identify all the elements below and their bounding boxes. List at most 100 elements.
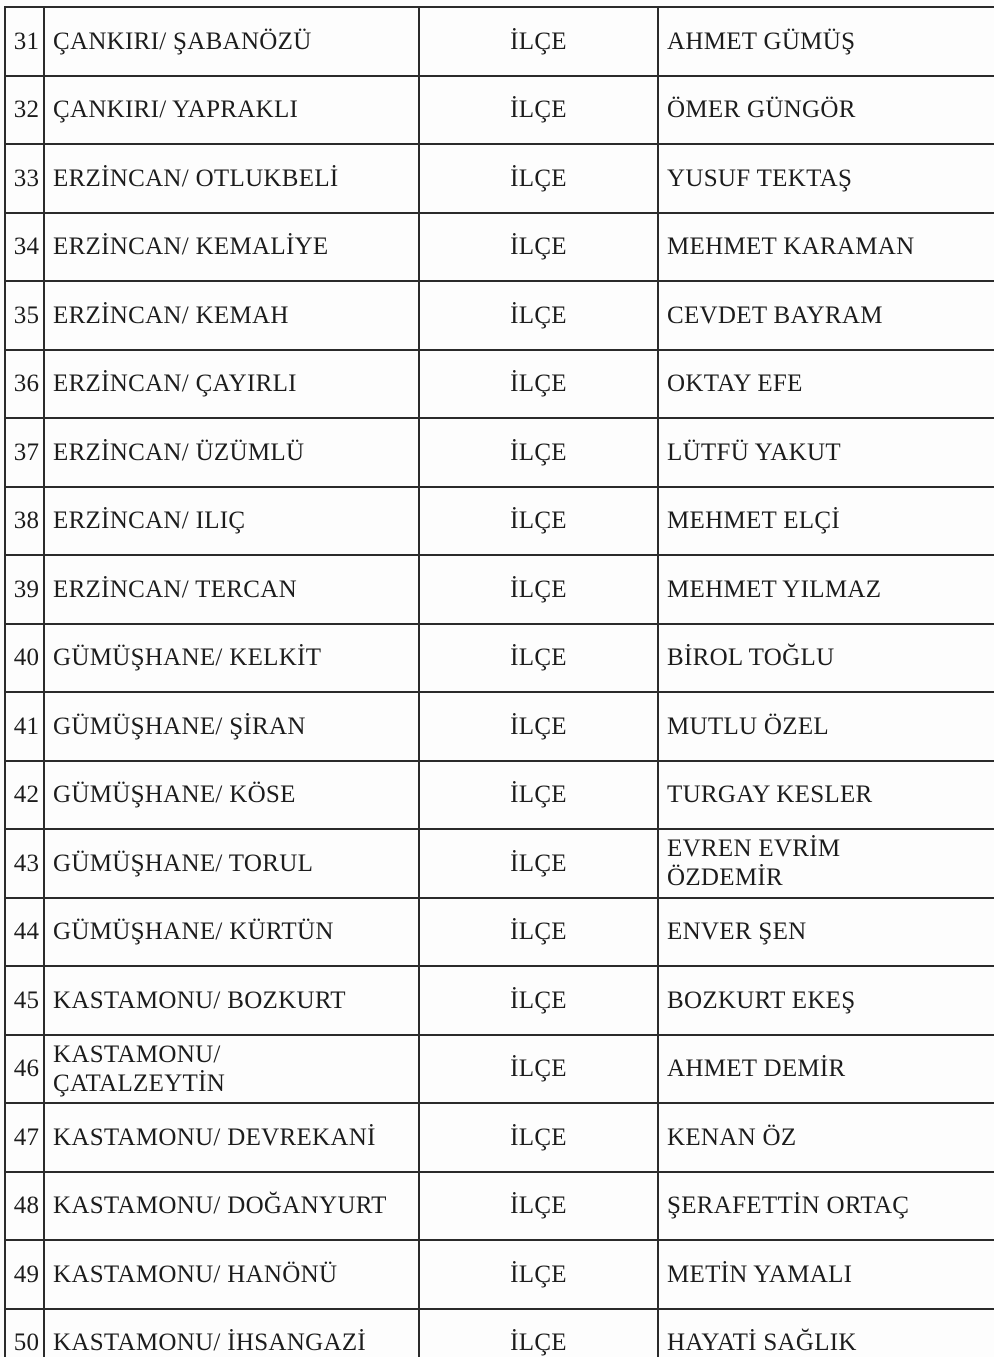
unit-type-cell: İLÇE: [418, 965, 659, 1036]
row-number-cell: 50: [4, 1307, 45, 1357]
row-number-cell: 46: [4, 1033, 45, 1104]
appointee-name-cell: AHMET GÜMÜŞ: [657, 6, 994, 77]
row-number-cell: 42: [4, 759, 45, 830]
table-row: 32 ÇANKIRI/ YAPRAKLI İLÇE ÖMER GÜNGÖR: [4, 74, 994, 145]
table-row: 44 GÜMÜŞHANE/ KÜRTÜN İLÇE ENVER ŞEN: [4, 896, 994, 967]
row-number-cell: 38: [4, 485, 45, 556]
appointee-name-cell: HAYATİ SAĞLIK: [657, 1307, 994, 1357]
table-row: 50 KASTAMONU/ İHSANGAZİ İLÇE HAYATİ SAĞL…: [4, 1307, 994, 1357]
unit-type-cell: İLÇE: [418, 1102, 659, 1173]
unit-type-cell: İLÇE: [418, 554, 659, 625]
province-district-cell: KASTAMONU/ DEVREKANİ: [43, 1102, 420, 1173]
row-number-cell: 45: [4, 965, 45, 1036]
province-district-cell: ERZİNCAN/ ÜZÜMLÜ: [43, 417, 420, 488]
table-row: 34 ERZİNCAN/ KEMALİYE İLÇE MEHMET KARAMA…: [4, 211, 994, 282]
unit-type-cell: İLÇE: [418, 1170, 659, 1241]
unit-type-cell: İLÇE: [418, 1033, 659, 1104]
unit-type-cell: İLÇE: [418, 6, 659, 77]
row-number-cell: 49: [4, 1239, 45, 1310]
row-number-cell: 40: [4, 622, 45, 693]
appointee-name-cell: MEHMET YILMAZ: [657, 554, 994, 625]
table-row: 40 GÜMÜŞHANE/ KELKİT İLÇE BİROL TOĞLU: [4, 622, 994, 693]
province-district-cell: ÇANKIRI/ YAPRAKLI: [43, 74, 420, 145]
table-row: 47 KASTAMONU/ DEVREKANİ İLÇE KENAN ÖZ: [4, 1102, 994, 1173]
appointee-name-cell: TURGAY KESLER: [657, 759, 994, 830]
province-district-cell: ERZİNCAN/ KEMAH: [43, 280, 420, 351]
appointee-name-cell: BOZKURT EKEŞ: [657, 965, 994, 1036]
unit-type-cell: İLÇE: [418, 1239, 659, 1310]
appointee-name-cell: MEHMET KARAMAN: [657, 211, 994, 282]
table-row: 45 KASTAMONU/ BOZKURT İLÇE BOZKURT EKEŞ: [4, 965, 994, 1036]
province-district-cell: KASTAMONU/ HANÖNÜ: [43, 1239, 420, 1310]
appointee-name-cell: BİROL TOĞLU: [657, 622, 994, 693]
row-number-cell: 33: [4, 143, 45, 214]
row-number-cell: 44: [4, 896, 45, 967]
appointee-name-cell: MUTLU ÖZEL: [657, 691, 994, 762]
province-district-cell: ERZİNCAN/ OTLUKBELİ: [43, 143, 420, 214]
province-district-cell: KASTAMONU/ İHSANGAZİ: [43, 1307, 420, 1357]
province-district-cell: ÇANKIRI/ ŞABANÖZÜ: [43, 6, 420, 77]
appointee-name-cell: LÜTFÜ YAKUT: [657, 417, 994, 488]
appointee-name-cell: EVREN EVRİM ÖZDEMİR: [657, 828, 994, 899]
province-district-cell: ERZİNCAN/ TERCAN: [43, 554, 420, 625]
unit-type-cell: İLÇE: [418, 896, 659, 967]
appointee-name-cell: KENAN ÖZ: [657, 1102, 994, 1173]
table-row: 35 ERZİNCAN/ KEMAH İLÇE CEVDET BAYRAM: [4, 280, 994, 351]
unit-type-cell: İLÇE: [418, 280, 659, 351]
appointee-name-cell: ÖMER GÜNGÖR: [657, 74, 994, 145]
unit-type-cell: İLÇE: [418, 1307, 659, 1357]
table-row: 39 ERZİNCAN/ TERCAN İLÇE MEHMET YILMAZ: [4, 554, 994, 625]
table-row: 46 KASTAMONU/ ÇATALZEYTİN İLÇE AHMET DEM…: [4, 1033, 994, 1104]
unit-type-cell: İLÇE: [418, 485, 659, 556]
table-body: 31 ÇANKIRI/ ŞABANÖZÜ İLÇE AHMET GÜMÜŞ 32…: [4, 6, 994, 1357]
unit-type-cell: İLÇE: [418, 417, 659, 488]
province-district-cell: KASTAMONU/ BOZKURT: [43, 965, 420, 1036]
row-number-cell: 47: [4, 1102, 45, 1173]
province-district-cell: ERZİNCAN/ ILIÇ: [43, 485, 420, 556]
appointee-name-cell: ŞERAFETTİN ORTAÇ: [657, 1170, 994, 1241]
unit-type-cell: İLÇE: [418, 211, 659, 282]
table-row: 38 ERZİNCAN/ ILIÇ İLÇE MEHMET ELÇİ: [4, 485, 994, 556]
appointee-name-cell: CEVDET BAYRAM: [657, 280, 994, 351]
row-number-cell: 37: [4, 417, 45, 488]
table-row: 49 KASTAMONU/ HANÖNÜ İLÇE METİN YAMALI: [4, 1239, 994, 1310]
province-district-cell: GÜMÜŞHANE/ KÖSE: [43, 759, 420, 830]
row-number-cell: 31: [4, 6, 45, 77]
province-district-cell: GÜMÜŞHANE/ ŞİRAN: [43, 691, 420, 762]
unit-type-cell: İLÇE: [418, 348, 659, 419]
unit-type-cell: İLÇE: [418, 759, 659, 830]
province-district-cell: GÜMÜŞHANE/ KELKİT: [43, 622, 420, 693]
unit-type-cell: İLÇE: [418, 828, 659, 899]
unit-type-cell: İLÇE: [418, 691, 659, 762]
appointee-name-cell: OKTAY EFE: [657, 348, 994, 419]
unit-type-cell: İLÇE: [418, 74, 659, 145]
row-number-cell: 43: [4, 828, 45, 899]
appointee-name-cell: ENVER ŞEN: [657, 896, 994, 967]
row-number-cell: 41: [4, 691, 45, 762]
appointee-name-cell: MEHMET ELÇİ: [657, 485, 994, 556]
row-number-cell: 34: [4, 211, 45, 282]
province-district-cell: ERZİNCAN/ KEMALİYE: [43, 211, 420, 282]
unit-type-cell: İLÇE: [418, 622, 659, 693]
province-district-cell: KASTAMONU/ DOĞANYURT: [43, 1170, 420, 1241]
table-row: 31 ÇANKIRI/ ŞABANÖZÜ İLÇE AHMET GÜMÜŞ: [4, 6, 994, 77]
row-number-cell: 36: [4, 348, 45, 419]
appointments-table: 31 ÇANKIRI/ ŞABANÖZÜ İLÇE AHMET GÜMÜŞ 32…: [4, 6, 994, 1357]
appointee-name-cell: AHMET DEMİR: [657, 1033, 994, 1104]
province-district-cell: KASTAMONU/ ÇATALZEYTİN: [43, 1033, 420, 1104]
row-number-cell: 32: [4, 74, 45, 145]
table-row: 41 GÜMÜŞHANE/ ŞİRAN İLÇE MUTLU ÖZEL: [4, 691, 994, 762]
unit-type-cell: İLÇE: [418, 143, 659, 214]
province-district-cell: ERZİNCAN/ ÇAYIRLI: [43, 348, 420, 419]
appointee-name-cell: METİN YAMALI: [657, 1239, 994, 1310]
province-district-cell: GÜMÜŞHANE/ KÜRTÜN: [43, 896, 420, 967]
appointee-name-cell: YUSUF TEKTAŞ: [657, 143, 994, 214]
row-number-cell: 48: [4, 1170, 45, 1241]
table-row: 42 GÜMÜŞHANE/ KÖSE İLÇE TURGAY KESLER: [4, 759, 994, 830]
province-district-cell: GÜMÜŞHANE/ TORUL: [43, 828, 420, 899]
table-row: 43 GÜMÜŞHANE/ TORUL İLÇE EVREN EVRİM ÖZD…: [4, 828, 994, 899]
table-row: 36 ERZİNCAN/ ÇAYIRLI İLÇE OKTAY EFE: [4, 348, 994, 419]
table-row: 33 ERZİNCAN/ OTLUKBELİ İLÇE YUSUF TEKTAŞ: [4, 143, 994, 214]
row-number-cell: 39: [4, 554, 45, 625]
